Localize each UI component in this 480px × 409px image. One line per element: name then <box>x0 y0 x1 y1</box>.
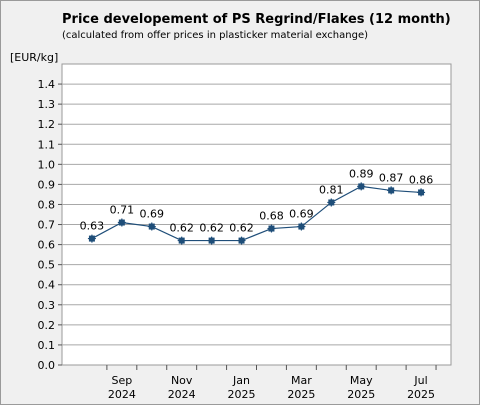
data-point-marker-cross <box>267 224 276 233</box>
x-tick-label-year: 2024 <box>108 388 136 401</box>
x-tick-label-month: Sep <box>111 374 132 387</box>
y-tick-label: 0.5 <box>38 259 56 272</box>
y-tick-label: 1.3 <box>38 98 56 111</box>
y-axis-unit-label: [EUR/kg] <box>10 51 58 64</box>
data-point-marker-cross <box>357 182 366 191</box>
x-tick-label-month: Nov <box>171 374 193 387</box>
y-tick-label: 0.8 <box>38 198 56 211</box>
y-tick-label: 0.4 <box>38 279 56 292</box>
data-label: 0.89 <box>349 167 374 180</box>
data-point-marker-cross <box>387 186 396 195</box>
x-tick-label-month: Jul <box>413 374 427 387</box>
data-point-marker-cross <box>177 236 186 245</box>
data-point-marker-cross <box>117 218 126 227</box>
x-tick-label-month: Mar <box>291 374 312 387</box>
data-label: 0.87 <box>379 171 404 184</box>
series-line <box>87 182 426 245</box>
y-tick-label: 0.0 <box>38 359 56 372</box>
data-point-marker-cross <box>297 222 306 231</box>
data-label: 0.68 <box>259 210 284 223</box>
data-point-marker-cross <box>147 222 156 231</box>
x-tick-label-year: 2025 <box>287 388 315 401</box>
y-tick-label: 0.7 <box>38 219 56 232</box>
data-label: 0.63 <box>80 220 105 233</box>
axis-ticks: 0.0 0.1 0.2 0.3 0.4 0.5 0.6 0.7 0.8 0.9 1.0 1.1 1.2 1… <box>38 78 437 401</box>
x-tick-label-year: 2025 <box>407 388 435 401</box>
y-tick-label: 0.2 <box>38 319 56 332</box>
data-label: 0.86 <box>409 173 434 186</box>
x-tick-label-year: 2024 <box>168 388 196 401</box>
data-label: 0.62 <box>199 222 224 235</box>
data-label: 0.81 <box>319 183 344 196</box>
data-point-marker-cross <box>207 236 216 245</box>
data-point-marker-cross <box>327 198 336 207</box>
x-tick-label-year: 2025 <box>228 388 256 401</box>
y-tick-label: 0.3 <box>38 299 56 312</box>
data-label: 0.69 <box>289 208 314 221</box>
plot-area <box>61 63 452 366</box>
gridlines <box>62 83 451 346</box>
data-label: 0.62 <box>169 222 194 235</box>
x-tick-label-month: Jan <box>232 374 250 387</box>
series-polyline <box>91 185 422 242</box>
y-tick-label: 0.1 <box>38 339 56 352</box>
data-labels: 0.63 0.71 0.69 0.62 0.62 0.62 0.68 0.69 0.81 0.89… <box>80 167 434 234</box>
data-point-marker-cross <box>237 236 246 245</box>
y-tick-label: 0.9 <box>38 178 56 191</box>
data-point-marker-cross <box>87 234 96 243</box>
y-tick-label: 0.6 <box>38 239 56 252</box>
y-tick-label: 1.1 <box>38 138 56 151</box>
chart-title: Price developement of PS Regrind/Flakes … <box>62 12 451 27</box>
x-tick-label-month: May <box>350 374 373 387</box>
data-point-marker-cross <box>417 188 426 197</box>
y-tick-label: 1.0 <box>38 158 56 171</box>
y-tick-label: 1.2 <box>38 118 56 131</box>
data-label: 0.62 <box>229 222 254 235</box>
y-tick-label: 1.4 <box>38 78 56 91</box>
data-label: 0.71 <box>110 204 135 217</box>
chart-subtitle: (calculated from offer prices in plastic… <box>62 30 368 41</box>
data-label: 0.69 <box>140 208 165 221</box>
x-tick-label-year: 2025 <box>347 388 375 401</box>
